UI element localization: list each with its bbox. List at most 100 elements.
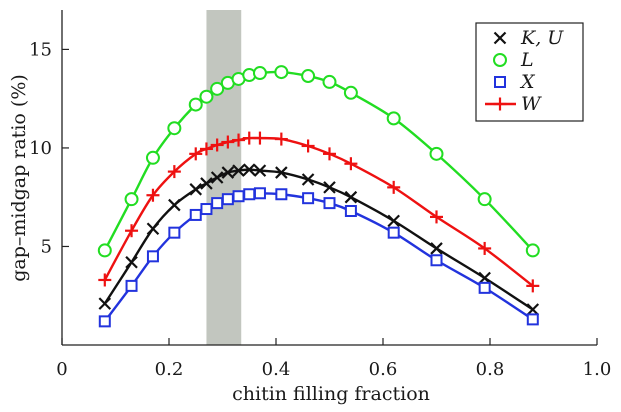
data-point-w bbox=[430, 210, 443, 224]
x-tick-label: 0 bbox=[56, 359, 67, 380]
data-point-l bbox=[525, 243, 540, 258]
data-point-x bbox=[200, 203, 213, 216]
data-point-w bbox=[478, 241, 492, 255]
data-point-k-u bbox=[125, 255, 138, 269]
data-point-k-u bbox=[242, 163, 256, 176]
x-tick-label: 0.6 bbox=[369, 359, 398, 380]
data-point-w bbox=[189, 147, 203, 161]
series-line-x bbox=[103, 192, 534, 323]
x-tick-label: 1.0 bbox=[583, 359, 612, 380]
data-point-x bbox=[387, 226, 400, 239]
data-point-k-u bbox=[344, 190, 358, 204]
data-point-w bbox=[301, 139, 315, 153]
legend-marker-k-u bbox=[493, 31, 507, 45]
legend-marker-w bbox=[493, 97, 507, 111]
x-axis-title: chitin filling fraction bbox=[232, 383, 430, 405]
data-point-x bbox=[323, 197, 336, 210]
x-tick-label: 0.2 bbox=[155, 359, 184, 380]
data-point-k-u bbox=[200, 177, 213, 190]
data-point-x bbox=[125, 279, 138, 292]
data-point-k-u bbox=[430, 242, 443, 255]
data-point-l bbox=[199, 89, 214, 104]
data-point-x bbox=[344, 205, 357, 217]
data-point-w bbox=[344, 157, 358, 171]
data-point-k-u bbox=[232, 164, 245, 177]
data-point-x bbox=[189, 208, 202, 221]
data-point-l bbox=[124, 192, 139, 207]
data-point-l bbox=[274, 65, 289, 80]
series-line-l bbox=[103, 70, 534, 252]
data-point-k-u bbox=[387, 214, 400, 228]
data-point-x bbox=[232, 190, 245, 203]
data-point-x bbox=[526, 313, 539, 326]
data-point-w bbox=[210, 138, 224, 152]
data-point-w bbox=[387, 180, 401, 194]
legend-marker-l bbox=[493, 53, 507, 67]
y-tick-label: 5 bbox=[41, 236, 52, 257]
data-point-x bbox=[302, 192, 315, 205]
data-point-k-u bbox=[146, 222, 160, 236]
data-point-w bbox=[125, 224, 139, 238]
data-point-k-u bbox=[221, 166, 235, 179]
data-point-l bbox=[322, 74, 337, 89]
data-point-w bbox=[221, 135, 235, 149]
data-point-k-u bbox=[526, 303, 540, 316]
legend-label-x: X bbox=[519, 71, 536, 93]
data-point-x bbox=[275, 188, 288, 201]
legend-marker-x bbox=[494, 76, 506, 88]
data-point-k-u bbox=[210, 171, 224, 184]
data-point-w bbox=[274, 132, 288, 146]
x-tick-label: 0.4 bbox=[262, 359, 291, 380]
data-point-x bbox=[146, 250, 159, 263]
y-axis-title: gap–midgap ratio (%) bbox=[8, 74, 30, 282]
data-point-k-u bbox=[98, 297, 112, 310]
x-tick-label: 0.8 bbox=[476, 359, 505, 380]
series-x bbox=[98, 187, 539, 328]
data-point-l bbox=[145, 150, 160, 165]
data-point-k-u bbox=[323, 181, 336, 194]
data-point-x bbox=[221, 193, 234, 206]
data-point-x bbox=[478, 281, 491, 294]
data-point-w bbox=[199, 142, 213, 156]
data-point-x bbox=[168, 226, 181, 239]
data-point-w bbox=[167, 165, 181, 179]
y-tick-label: 10 bbox=[29, 138, 52, 159]
data-point-w bbox=[323, 147, 336, 161]
data-point-k-u bbox=[253, 164, 267, 177]
data-point-l bbox=[210, 81, 225, 96]
data-point-w bbox=[253, 131, 267, 145]
series-k-u bbox=[98, 163, 540, 316]
data-point-w bbox=[98, 273, 112, 287]
data-point-l bbox=[477, 192, 492, 207]
data-point-x bbox=[253, 187, 266, 200]
data-point-l bbox=[301, 69, 316, 84]
data-point-k-u bbox=[478, 271, 491, 285]
data-point-w bbox=[146, 188, 160, 202]
y-tick-label: 15 bbox=[29, 39, 52, 60]
series-layer bbox=[97, 65, 540, 328]
data-point-x bbox=[243, 188, 256, 201]
series-w bbox=[98, 131, 540, 293]
data-point-x bbox=[98, 315, 111, 328]
data-point-w bbox=[526, 279, 540, 293]
data-point-l bbox=[429, 146, 444, 161]
data-point-k-u bbox=[275, 166, 288, 179]
data-point-l bbox=[97, 243, 112, 258]
data-point-k-u bbox=[168, 198, 181, 212]
legend-label-k-u: K, U bbox=[520, 27, 564, 49]
data-point-l bbox=[252, 66, 267, 81]
data-point-l bbox=[343, 85, 358, 100]
legend-label-w: W bbox=[521, 93, 542, 115]
data-point-x bbox=[430, 254, 443, 267]
data-point-x bbox=[211, 197, 224, 210]
data-point-k-u bbox=[189, 183, 203, 196]
data-point-l bbox=[386, 111, 401, 126]
axes: 0 0.2 0.4 0.6 0.8 1.0 5 10 15 bbox=[29, 10, 611, 380]
series-l bbox=[97, 65, 540, 258]
legend-label-l: L bbox=[520, 49, 534, 71]
data-point-l bbox=[167, 121, 182, 136]
data-point-l bbox=[188, 97, 203, 112]
data-point-k-u bbox=[301, 173, 315, 186]
